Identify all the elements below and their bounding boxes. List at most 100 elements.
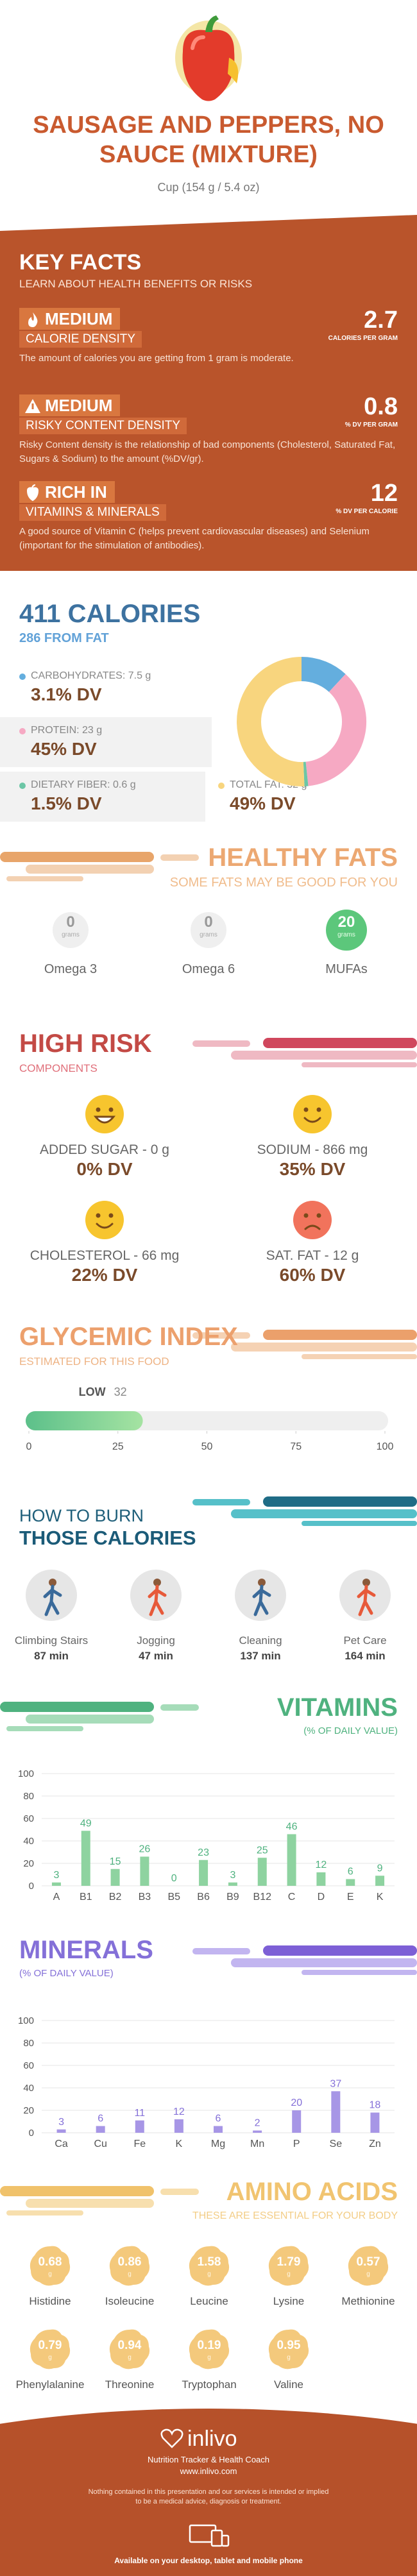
gi-value: 32 [114, 1385, 127, 1398]
amino-unit: g [287, 2354, 291, 2361]
disclaimer: Nothing contained in this presentation a… [88, 2488, 329, 2496]
person-body [43, 1584, 62, 1616]
value-label: 3 [58, 2117, 64, 2128]
eye [96, 1107, 101, 1112]
blob [348, 2246, 389, 2286]
deco-bar [192, 1948, 250, 1954]
fat-unit: grams [62, 931, 80, 938]
amino-name: Lysine [273, 2295, 305, 2307]
value-label: 12 [173, 2106, 185, 2117]
deco-bar [302, 1521, 417, 1526]
macro-dot [19, 728, 26, 734]
x-tick-label: Zn [369, 2139, 381, 2149]
burn-title: THOSE CALORIES [19, 1527, 196, 1549]
amino-blob [109, 2246, 150, 2286]
blob [109, 2329, 150, 2369]
heart [160, 2428, 183, 2448]
bar [375, 1876, 385, 1886]
value-label: 3 [53, 1870, 59, 1881]
footer: inlivo Nutrition Tracker & Health Coach ww… [0, 2409, 417, 2576]
amino-value: 0.95 [277, 2339, 301, 2352]
deco-bar [26, 1715, 154, 1724]
fat-circle [53, 912, 89, 948]
value-label: 20 [291, 2097, 302, 2108]
pepper-icon [175, 15, 242, 101]
deco-bar [6, 2210, 83, 2216]
badge-label: CALORIE DENSITY [19, 331, 142, 348]
fat-name: Omega 3 [44, 962, 98, 976]
fact-value: 0.8 [364, 393, 398, 420]
x-tick-label: B6 [197, 1892, 210, 1902]
deco-bar [160, 1704, 199, 1711]
value-label: 37 [330, 2078, 341, 2089]
value-label: 18 [370, 2100, 381, 2111]
activity-time: 47 min [139, 1650, 173, 1662]
eye [108, 1107, 114, 1112]
macro-dv: 45% DV [31, 739, 97, 759]
amino-unit: g [366, 2271, 370, 2278]
fat-circle [191, 912, 226, 948]
x-tick-label: B2 [109, 1892, 122, 1902]
calories-title: 411 CALORIES [19, 600, 201, 628]
activity-icon [26, 1570, 77, 1621]
section-subtitle: ESTIMATED FOR THIS FOOD [19, 1355, 169, 1368]
bar [253, 2130, 262, 2133]
available: Available on your desktop, tablet and mo… [114, 2556, 303, 2565]
fat-circle [326, 910, 367, 951]
y-tick-label: 80 [23, 1791, 34, 1802]
amino-unit: g [48, 2354, 52, 2361]
badge-icon-flame [28, 312, 38, 327]
decoration [192, 1496, 417, 1526]
bar [51, 1882, 61, 1886]
amino-unit: g [207, 2271, 211, 2278]
x-tick-label: A [53, 1892, 60, 1902]
x-tick-label: Fe [133, 2139, 146, 2149]
fat-name: MUFAs [325, 962, 368, 976]
amino-value: 1.58 [197, 2255, 221, 2269]
bar [140, 1856, 149, 1886]
amino-blob [109, 2329, 150, 2369]
bar [81, 1831, 90, 1886]
section-title: AMINO ACIDS [226, 2178, 398, 2206]
y-tick-label: 20 [23, 2105, 34, 2116]
y-tick-label: 40 [23, 1836, 34, 1847]
amino-name: Phenylalanine [15, 2378, 85, 2391]
badge-level: RICH IN [19, 481, 115, 503]
blob [109, 2246, 150, 2286]
fat-value: 20 [337, 913, 355, 931]
person-body [252, 1584, 271, 1616]
gi-level: LOW [78, 1385, 106, 1398]
pepper-stem [205, 15, 219, 32]
bar [214, 2126, 223, 2133]
badge-icon-pepper [26, 484, 39, 502]
amino-name: Leucine [190, 2295, 228, 2307]
mouth [93, 1115, 116, 1124]
deco-bar [263, 1496, 417, 1507]
deco-bar [231, 1051, 417, 1060]
value-label: 26 [139, 1844, 151, 1855]
amino-name: Tryptophan [182, 2378, 237, 2391]
value-label: 49 [80, 1818, 92, 1829]
blob [30, 2329, 71, 2369]
pepper-shine [191, 35, 205, 50]
person-head [153, 1579, 161, 1586]
deco-bar [231, 1509, 417, 1518]
deco-bar [192, 1332, 250, 1339]
value-label: 6 [348, 1867, 353, 1877]
eye [303, 1213, 309, 1218]
person-head [258, 1579, 266, 1586]
amino-value: 0.86 [117, 2255, 142, 2269]
amino-value: 0.57 [356, 2255, 380, 2269]
badge-level: MEDIUM [19, 308, 121, 330]
amino-blob [189, 2246, 230, 2286]
risk-dv: 22% DV [71, 1265, 138, 1285]
section-subtitle: COMPONENTS [19, 1062, 98, 1074]
face [85, 1201, 124, 1239]
x-tick-label: B9 [226, 1892, 239, 1902]
fact-value: 2.7 [364, 307, 398, 334]
decoration [192, 1330, 417, 1359]
macro-dv: 1.5% DV [31, 793, 102, 813]
bar [331, 2091, 341, 2133]
person-head [362, 1579, 370, 1586]
